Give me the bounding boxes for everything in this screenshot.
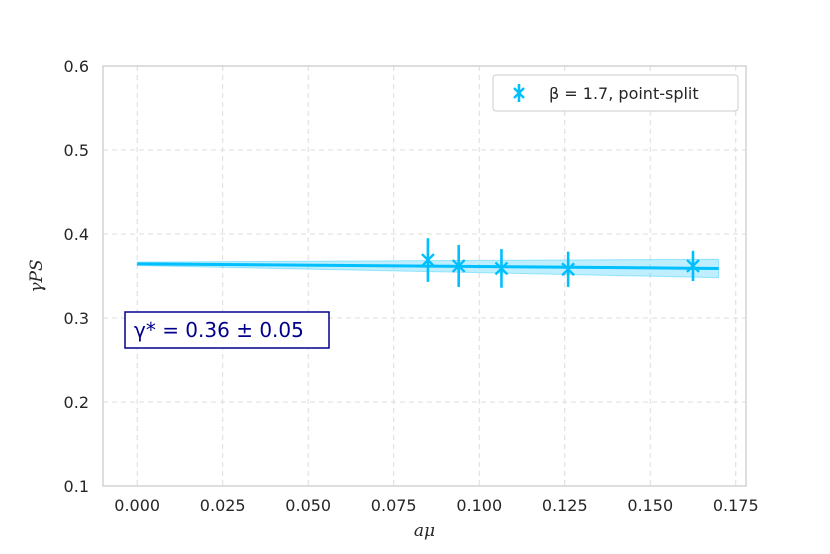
data-point bbox=[451, 244, 466, 287]
data-points bbox=[421, 238, 700, 288]
plot-frame bbox=[102, 65, 747, 487]
annotation-text: γ* = 0.36 ± 0.05 bbox=[134, 318, 304, 342]
x-axis-label: aμ bbox=[414, 521, 435, 541]
x-tick-label: 0.000 bbox=[114, 496, 160, 515]
data-point bbox=[686, 250, 700, 282]
point-marker bbox=[421, 253, 435, 267]
x-tick-label: 0.050 bbox=[285, 496, 331, 515]
legend-marker bbox=[513, 84, 525, 102]
x-tick-label: 0.150 bbox=[627, 496, 673, 515]
y-tick-label: 0.6 bbox=[64, 57, 89, 76]
y-tick-label: 0.2 bbox=[64, 393, 89, 412]
x-tick-label: 0.100 bbox=[456, 496, 502, 515]
x-tick-label: 0.075 bbox=[371, 496, 417, 515]
legend-box bbox=[492, 74, 739, 112]
legend-x bbox=[513, 87, 525, 99]
x-tick-label: 0.025 bbox=[200, 496, 246, 515]
y-tick-label: 0.5 bbox=[64, 141, 89, 160]
annotation: γ* = 0.36 ± 0.05 bbox=[124, 311, 330, 349]
y-axis-label: γPS bbox=[27, 259, 47, 292]
y-tick-label: 0.4 bbox=[64, 225, 89, 244]
y-tick-label: 0.3 bbox=[64, 309, 89, 328]
point-marker bbox=[686, 259, 700, 273]
y-axis-ticks: 0.1 0.2 0.3 0.4 0.5 0.6 bbox=[64, 57, 89, 496]
x-axis-ticks: 0.000 0.025 0.050 0.075 0.100 0.125 0.150 0.175 bbox=[114, 496, 758, 515]
data-point bbox=[421, 238, 435, 282]
annotation-box bbox=[124, 311, 330, 349]
data-point bbox=[561, 251, 575, 287]
data-point bbox=[494, 249, 509, 288]
x-tick-label: 0.125 bbox=[542, 496, 588, 515]
point-marker bbox=[494, 261, 509, 276]
point-marker bbox=[451, 259, 466, 273]
legend: β = 1.7, point-split bbox=[492, 74, 739, 112]
y-tick-label: 0.1 bbox=[64, 477, 89, 496]
legend-entry-label: β = 1.7, point-split bbox=[549, 84, 699, 103]
point-marker bbox=[561, 262, 575, 277]
x-tick-label: 0.175 bbox=[713, 496, 759, 515]
